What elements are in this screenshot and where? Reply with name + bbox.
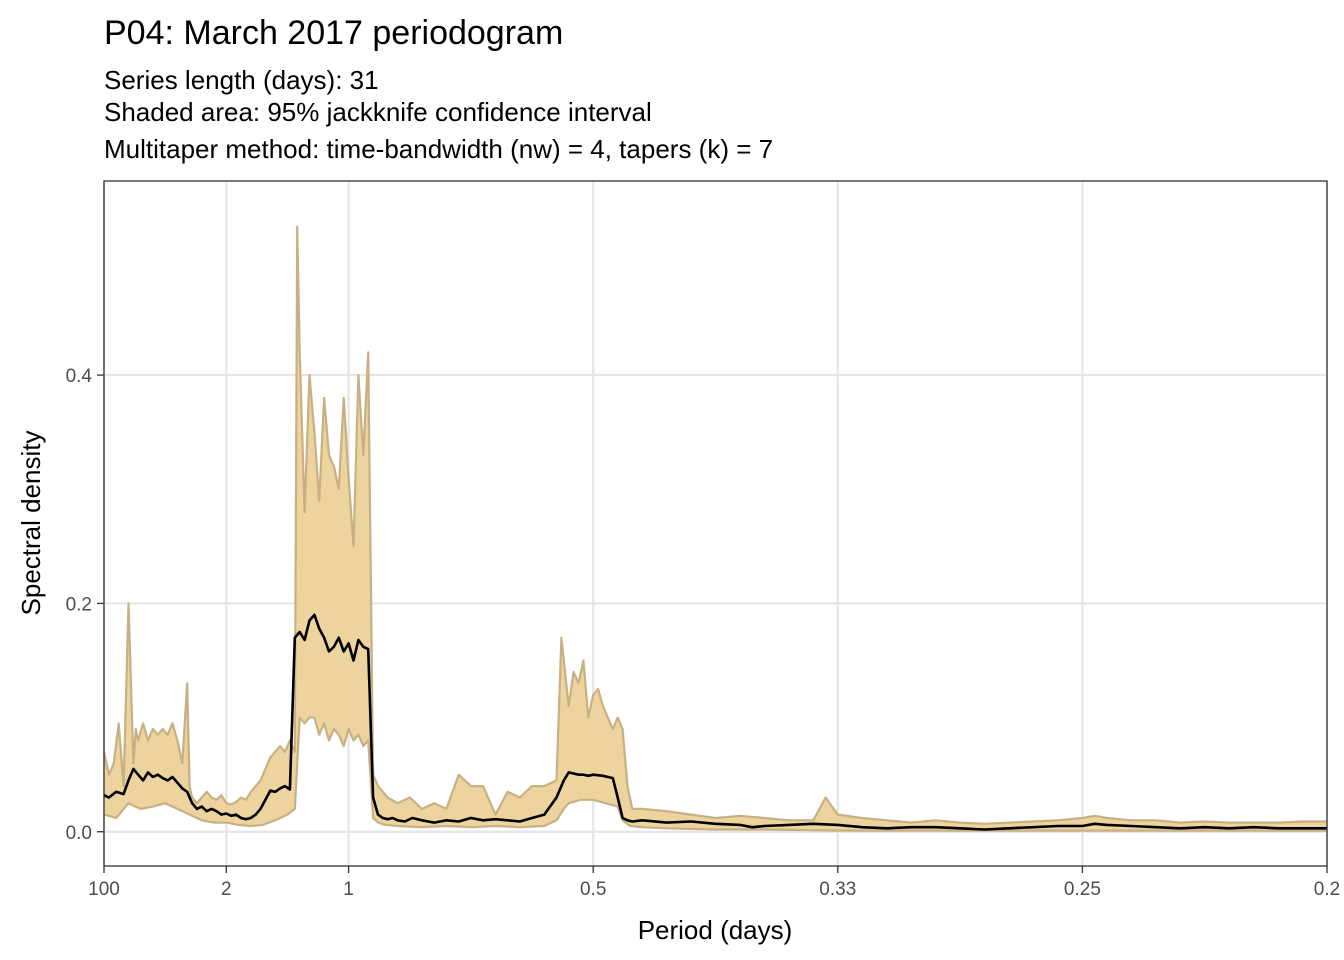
chart-subtitle-line-1: Series length (days): 31 [104, 65, 379, 95]
x-tick-label-5: 0.25 [1064, 879, 1101, 900]
y-axis: 0.0 0.2 0.4 [66, 366, 104, 844]
x-axis: 100 2 1 0.5 0.33 0.25 0.2 [88, 866, 1340, 900]
x-tick-label-4: 0.33 [819, 879, 856, 900]
confidence-band [102, 225, 1327, 832]
chart-subtitle-line-3: Multitaper method: time-bandwidth (nw) =… [104, 134, 773, 164]
estimate-line [103, 613, 1327, 831]
chart-subtitle-line-2: Shaded area: 95% jackknife confidence in… [104, 97, 652, 127]
spectral-estimate-line [103, 613, 1327, 831]
x-axis-title: Period (days) [638, 915, 793, 945]
x-tick-label-2: 1 [343, 879, 354, 900]
ci-lower-line [103, 716, 1327, 832]
y-tick-label-1: 0.2 [66, 594, 92, 615]
y-tick-label-2: 0.4 [66, 366, 93, 387]
y-tick-label-0: 0.0 [66, 823, 92, 844]
x-tick-label-6: 0.2 [1314, 879, 1340, 900]
plot-panel-border [103, 180, 1328, 867]
chart-title: P04: March 2017 periodogram [104, 14, 563, 52]
x-tick-label-1: 2 [221, 879, 232, 900]
ci-upper-line [102, 225, 1327, 825]
confidence-band-area [104, 226, 1327, 831]
x-tick-label-0: 100 [88, 879, 120, 900]
x-tick-label-3: 0.5 [580, 879, 606, 900]
y-axis-title: Spectral density [16, 431, 46, 616]
